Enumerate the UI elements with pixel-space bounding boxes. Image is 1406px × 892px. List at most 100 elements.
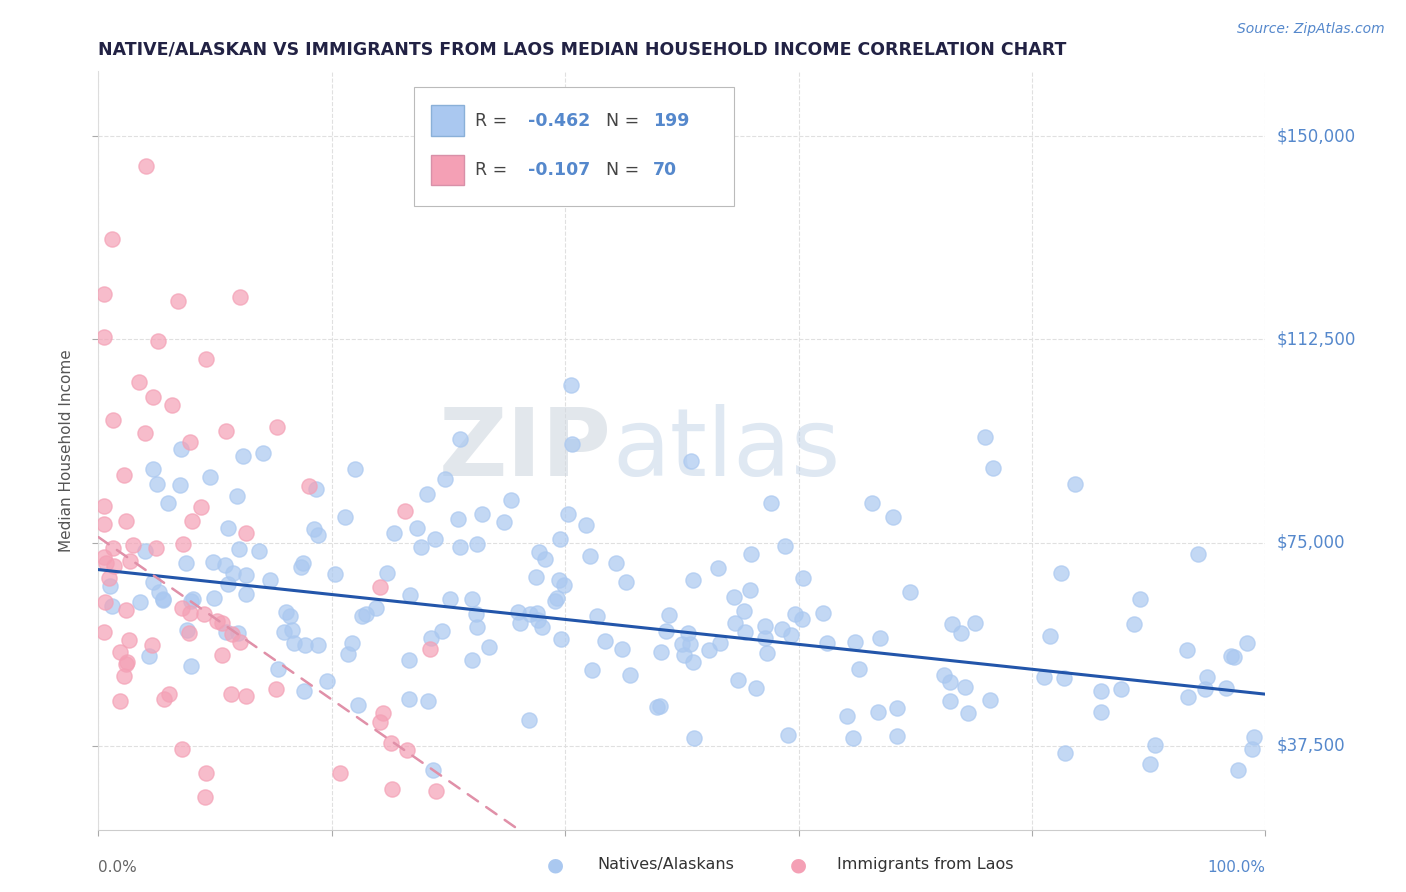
- Point: [882, 509, 904, 524]
- Point: [1220, 649, 1243, 664]
- Point: [1227, 763, 1250, 777]
- Point: [866, 706, 889, 720]
- Point: [550, 532, 572, 546]
- Point: [727, 673, 749, 687]
- Point: [446, 512, 468, 526]
- Text: -0.462: -0.462: [527, 112, 591, 129]
- Point: [398, 692, 420, 706]
- Point: [180, 659, 202, 673]
- Point: [526, 606, 548, 620]
- Point: [375, 566, 398, 581]
- Point: [215, 424, 238, 438]
- Point: [134, 544, 156, 558]
- Point: [229, 635, 252, 649]
- Point: [347, 698, 370, 712]
- Point: [169, 477, 191, 491]
- Point: [117, 632, 139, 647]
- Point: [194, 351, 217, 366]
- Point: [190, 500, 212, 514]
- Point: [526, 613, 548, 627]
- Point: [94, 556, 117, 570]
- Text: ●: ●: [547, 855, 564, 875]
- Point: [409, 541, 432, 555]
- Point: [172, 537, 194, 551]
- Point: [557, 508, 579, 522]
- Point: [1053, 672, 1076, 686]
- Point: [292, 684, 315, 698]
- Point: [938, 674, 960, 689]
- Point: [754, 631, 776, 645]
- Point: [614, 574, 637, 589]
- Point: [419, 642, 441, 657]
- Point: [1039, 629, 1062, 643]
- Point: [121, 538, 143, 552]
- Point: [177, 625, 200, 640]
- Point: [202, 555, 225, 569]
- Point: [93, 516, 115, 531]
- Point: [316, 673, 339, 688]
- Point: [734, 624, 756, 639]
- Point: [724, 616, 747, 631]
- Point: [221, 627, 243, 641]
- Point: [368, 580, 391, 594]
- Point: [1177, 690, 1199, 704]
- Point: [619, 668, 641, 682]
- Point: [170, 600, 193, 615]
- Y-axis label: Median Household Income: Median Household Income: [59, 349, 75, 552]
- Point: [422, 763, 444, 777]
- Text: 100.0%: 100.0%: [1208, 860, 1265, 875]
- Point: [547, 573, 569, 587]
- Point: [235, 525, 257, 540]
- Point: [329, 766, 352, 780]
- Point: [138, 648, 160, 663]
- Point: [671, 637, 693, 651]
- Point: [430, 624, 453, 639]
- Point: [399, 588, 422, 602]
- Point: [232, 449, 254, 463]
- Text: N =: N =: [606, 112, 645, 129]
- Point: [506, 605, 529, 619]
- Point: [1243, 730, 1265, 744]
- Point: [118, 554, 141, 568]
- Point: [211, 615, 233, 630]
- Point: [531, 620, 554, 634]
- Point: [679, 636, 702, 650]
- Point: [783, 607, 806, 621]
- Point: [842, 731, 865, 745]
- Text: Natives/Alaskans: Natives/Alaskans: [598, 857, 734, 872]
- Point: [340, 636, 363, 650]
- Point: [740, 547, 762, 561]
- Point: [336, 647, 359, 661]
- Point: [759, 496, 782, 510]
- Text: $150,000: $150,000: [1277, 128, 1355, 145]
- Point: [115, 514, 138, 528]
- Point: [754, 619, 776, 633]
- Point: [350, 608, 373, 623]
- Point: [214, 558, 236, 573]
- Point: [682, 573, 704, 587]
- Point: [682, 655, 704, 669]
- Point: [128, 375, 150, 389]
- Point: [145, 541, 167, 555]
- Point: [755, 647, 778, 661]
- Point: [586, 608, 609, 623]
- Point: [200, 469, 222, 483]
- Point: [368, 714, 391, 729]
- Point: [1215, 681, 1237, 695]
- Point: [770, 622, 793, 636]
- Point: [93, 549, 115, 564]
- Point: [965, 615, 987, 630]
- Point: [115, 655, 138, 669]
- Point: [1129, 592, 1152, 607]
- Point: [101, 413, 124, 427]
- FancyBboxPatch shape: [413, 87, 734, 206]
- Point: [1236, 636, 1258, 650]
- Point: [97, 570, 120, 584]
- Point: [235, 567, 257, 582]
- Point: [869, 631, 891, 645]
- Point: [278, 608, 301, 623]
- Point: [380, 736, 402, 750]
- Point: [193, 607, 215, 621]
- Point: [211, 648, 233, 663]
- Point: [142, 462, 165, 476]
